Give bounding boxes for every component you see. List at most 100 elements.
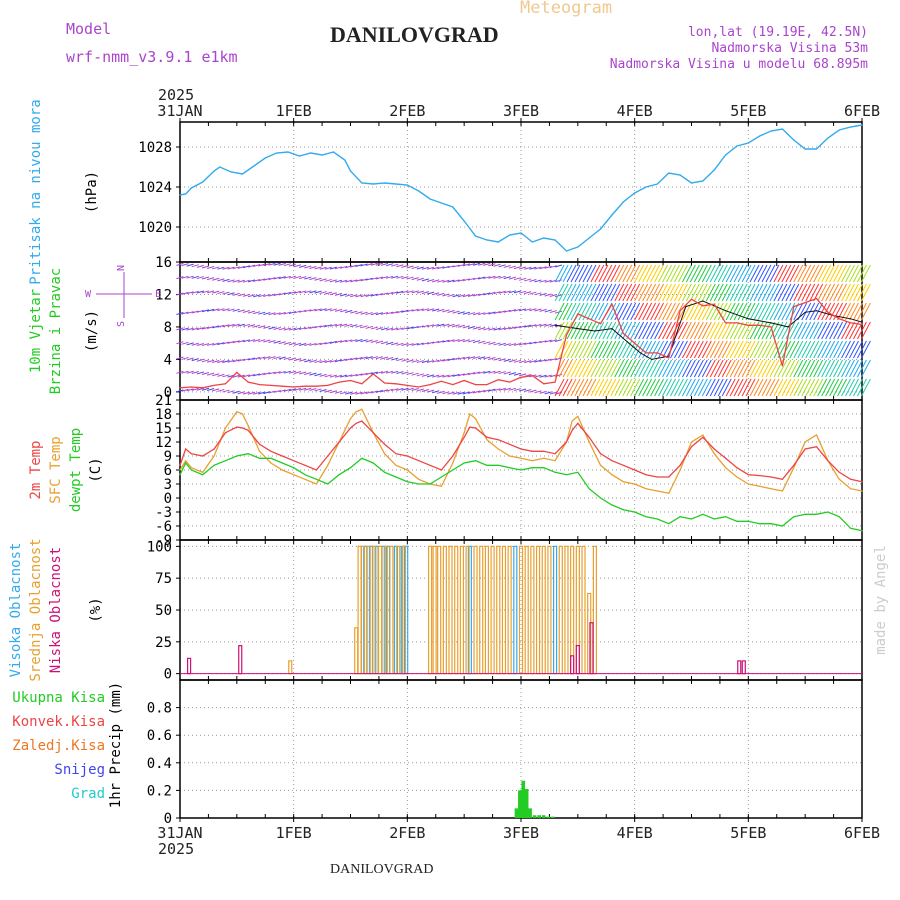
- wind-barb-strong: [677, 321, 688, 340]
- elevation-label: Nadmorska Visina 53m: [711, 41, 868, 56]
- wind-barb-strong: [845, 321, 855, 340]
- wind-barb: [263, 372, 271, 376]
- wind-barb-strong: [634, 340, 645, 359]
- cloud-bar: [186, 657, 192, 675]
- wind-barb-strong: [849, 321, 859, 340]
- wind-barb: [222, 324, 230, 328]
- wind-barb-strong: [598, 283, 609, 302]
- wind-barb: [426, 374, 435, 378]
- wind-barb-strong: [757, 359, 768, 378]
- wind-barb: [488, 357, 496, 360]
- wind-barb: [288, 291, 297, 295]
- wind-barb-strong: [773, 302, 784, 321]
- sfc-temp-line-point: [838, 478, 840, 480]
- wind-barb-strong: [693, 321, 704, 340]
- wind-barb: [457, 356, 465, 360]
- wind-barb-strong: [757, 283, 768, 302]
- wind-barb: [421, 308, 430, 312]
- wind-barb: [324, 324, 332, 328]
- wind-barb-strong: [853, 359, 863, 378]
- cloud-bar: [513, 545, 518, 675]
- wind-barb-strong: [650, 283, 661, 302]
- wind-barb-strong: [773, 378, 784, 397]
- wind-barb: [242, 279, 251, 283]
- wind-barb: [447, 374, 455, 378]
- wind-barb: [370, 293, 378, 297]
- wind-speed-mean-line-point: [787, 326, 789, 328]
- wind-barb: [508, 343, 517, 347]
- pressure-line-point: [321, 154, 323, 156]
- 2m-temp-line-point: [185, 448, 187, 450]
- wind-barb: [447, 265, 455, 269]
- wind-barb: [360, 294, 368, 298]
- wind-barb: [437, 374, 445, 378]
- wind-barb: [472, 262, 481, 266]
- wind-barb-strong: [598, 378, 609, 397]
- wind-barb: [314, 266, 322, 270]
- wind-barb: [360, 356, 368, 360]
- sfc-temp-line-point: [861, 490, 863, 492]
- wind-barb-strong: [741, 378, 752, 397]
- wind-barb: [339, 358, 348, 362]
- pressure-line-point: [725, 154, 727, 156]
- wind-barb-strong: [793, 283, 804, 302]
- wind-barb-strong: [578, 378, 589, 397]
- wind-barb-strong: [793, 302, 804, 321]
- wind-barb: [206, 359, 215, 363]
- wind-barb: [498, 275, 506, 279]
- wind-barb: [283, 275, 291, 279]
- wind-barb: [283, 291, 291, 295]
- wind-barb: [278, 262, 286, 266]
- wind-barb: [242, 293, 251, 297]
- wind-barb-strong: [693, 264, 704, 283]
- pressure-line-point: [349, 170, 352, 172]
- cloud-bar: [473, 545, 478, 675]
- wind-barb: [544, 293, 552, 297]
- wind-barb-strong: [745, 264, 756, 283]
- wind-barb: [191, 290, 199, 294]
- wind-unit: (m/s): [84, 310, 100, 352]
- wind-barb-strong: [626, 264, 637, 283]
- wind-barb: [544, 309, 552, 313]
- wind-barb: [462, 294, 470, 298]
- wind-barb: [488, 311, 496, 315]
- sfc-temp-line-point: [702, 434, 704, 436]
- dewpt-line-point: [599, 497, 602, 499]
- wind-barb-strong: [769, 264, 780, 283]
- y-tick-label: 6: [164, 463, 172, 479]
- wind-barb: [345, 391, 353, 395]
- wind-barb: [206, 266, 215, 269]
- wind-barb-strong: [733, 340, 744, 359]
- wind-barb: [375, 312, 384, 316]
- wind-speed-mean-line-point: [815, 310, 818, 312]
- wind-barb-strong: [757, 321, 768, 340]
- wind-barb: [524, 291, 532, 295]
- wind-barb-strong: [566, 378, 577, 397]
- wind-barb-strong: [646, 321, 657, 340]
- wind-barb-strong: [853, 378, 863, 397]
- wind-barb: [176, 356, 184, 360]
- wind-barb: [472, 293, 481, 297]
- wind-speed-line-point: [622, 332, 624, 334]
- wind-barb: [488, 263, 496, 267]
- wind-barb-strong: [821, 264, 832, 283]
- wind-speed-mean-line-point: [747, 318, 749, 320]
- wind-barb: [304, 265, 312, 269]
- compass-w: W: [85, 289, 92, 300]
- wind-barb: [288, 357, 297, 361]
- wind-barb: [232, 308, 240, 312]
- wind-barb-strong: [626, 283, 637, 302]
- y-tick-label: 0.6: [147, 728, 172, 744]
- cloud-bar: [427, 545, 433, 675]
- wind-barb: [217, 360, 225, 364]
- wind-barb-strong: [849, 264, 859, 283]
- wind-barb: [278, 356, 286, 360]
- wind-barb: [457, 339, 465, 343]
- wind-barb-strong: [590, 283, 601, 302]
- pressure-line-point: [804, 148, 806, 150]
- wind-barb: [524, 308, 532, 312]
- wind-barb: [503, 264, 511, 268]
- wind-arrows: [176, 262, 871, 397]
- wind-barb: [299, 387, 307, 391]
- wind-barb-strong: [717, 359, 728, 378]
